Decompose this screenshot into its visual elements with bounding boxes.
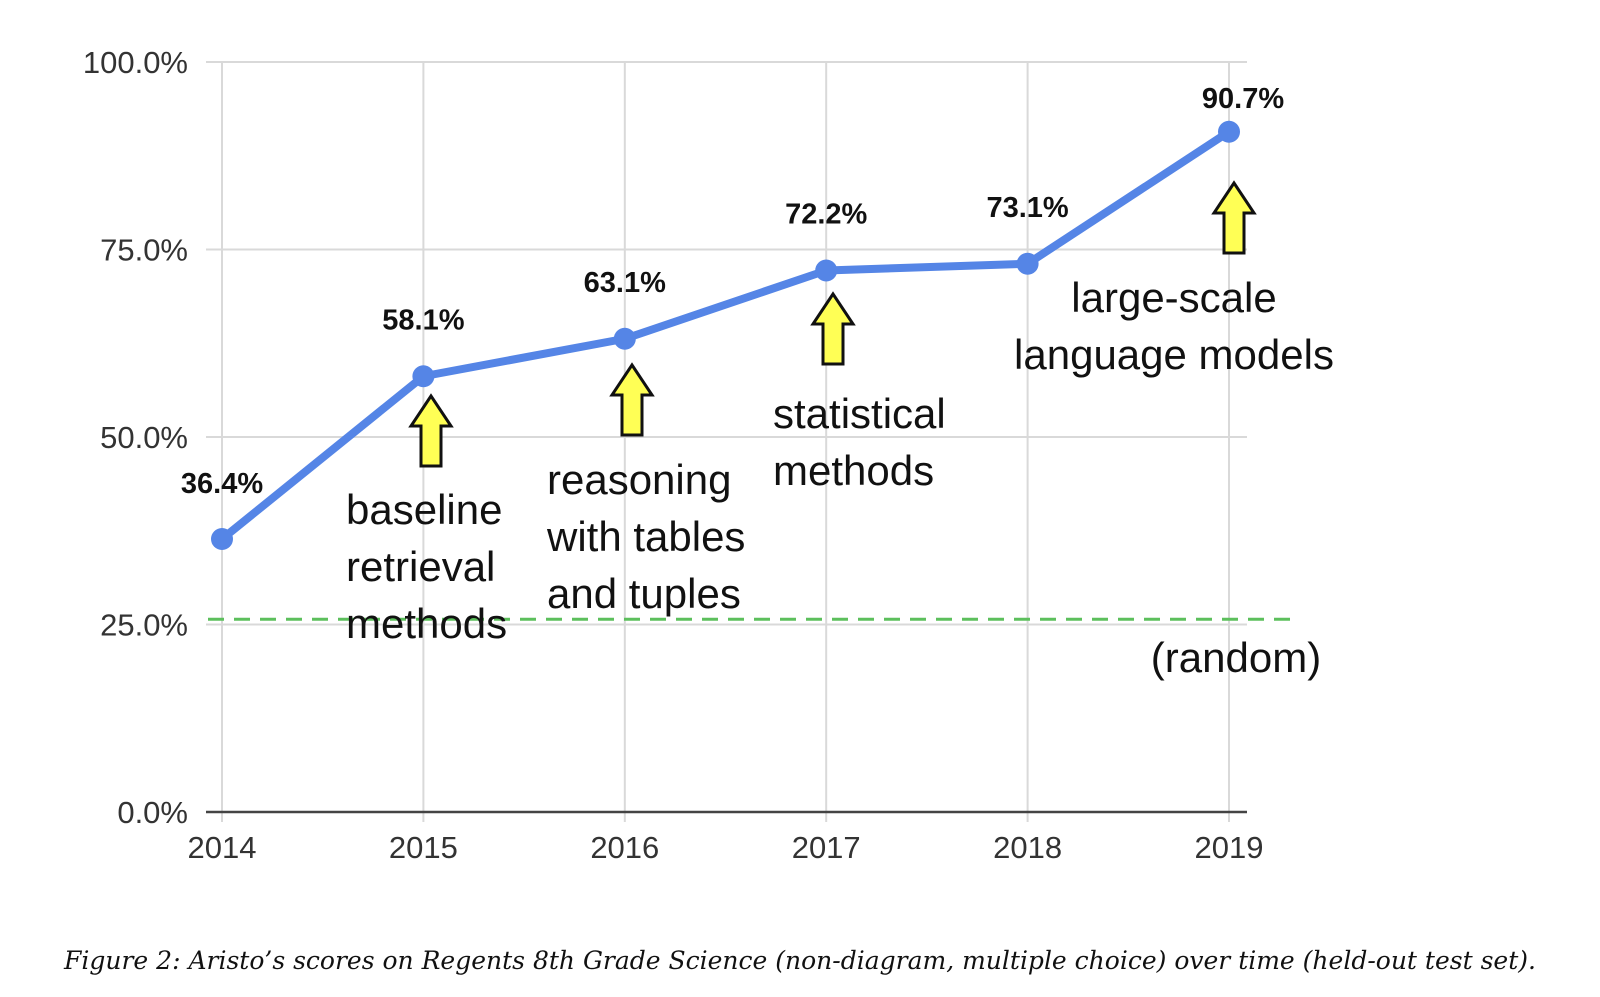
annotation-text: retrieval [346,543,495,590]
data-point [1218,120,1240,143]
data-label: 90.7% [1202,83,1284,115]
up-arrow-icon [408,393,454,468]
up-arrow-icon [810,291,856,366]
random-label: (random) [1151,634,1321,681]
y-tick-label: 50.0% [100,420,188,455]
data-point [211,528,233,550]
annotations: baseline retrieval methods reasoning with ta… [346,274,1334,681]
grid [206,61,1247,822]
series-line [218,127,1233,543]
data-point [613,327,636,350]
data-points [211,120,1240,550]
y-axis-ticks: 0.0% 25.0% 50.0% 75.0% 100.0% [83,45,188,830]
y-tick-label: 75.0% [100,233,188,268]
data-point [815,259,838,282]
x-tick-label: 2019 [1195,830,1264,865]
data-label: 58.1% [382,304,464,336]
up-arrow-icon [1211,180,1257,255]
annotation-text: with tables [546,513,745,560]
annotation-text: language models [1014,331,1334,378]
figure-caption: Figure 2: Aristo’s scores on Regents 8th… [64,946,1536,975]
annotation-text: baseline [346,486,502,533]
data-label: 72.2% [785,199,867,231]
x-tick-label: 2017 [792,830,861,865]
y-tick-label: 100.0% [83,45,188,80]
data-label: 36.4% [181,468,263,500]
x-tick-label: 2016 [590,830,659,865]
x-axis-ticks: 2014 2015 2016 2017 2018 2019 [188,830,1264,865]
series-polyline [218,127,1233,543]
annotation-text: large-scale [1071,274,1276,321]
annotation-text: reasoning [547,456,731,503]
annotation-arrows [408,180,1257,468]
annotation-text: methods [773,447,934,494]
x-tick-label: 2014 [188,830,257,865]
annotation-text: statistical [773,390,946,437]
y-tick-label: 25.0% [100,608,188,643]
y-tick-label: 0.0% [117,795,188,830]
data-label: 63.1% [584,267,666,299]
data-label: 73.1% [986,192,1068,224]
data-point [412,365,435,388]
data-point [1016,252,1039,275]
data-labels: 36.4% 58.1% 63.1% 72.2% 73.1% 90.7% [181,83,1284,500]
x-tick-label: 2018 [993,830,1062,865]
annotation-text: methods [346,600,507,647]
up-arrow-icon [609,362,655,437]
annotation-text: and tuples [547,570,741,617]
x-tick-label: 2015 [389,830,458,865]
